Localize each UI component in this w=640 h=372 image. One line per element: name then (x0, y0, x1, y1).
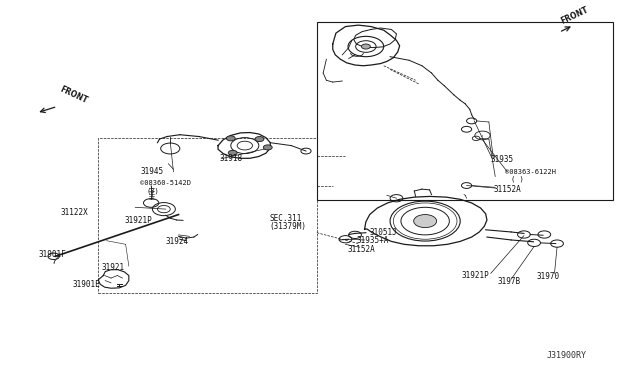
Text: FRONT: FRONT (59, 85, 89, 106)
Circle shape (413, 215, 436, 228)
Circle shape (228, 150, 237, 155)
Text: 31122X: 31122X (60, 208, 88, 217)
Text: 31924: 31924 (166, 237, 189, 246)
Text: 31935: 31935 (491, 155, 514, 164)
Text: J31900RY: J31900RY (547, 352, 587, 360)
Text: (31379M): (31379M) (269, 222, 306, 231)
Circle shape (255, 137, 264, 142)
Text: 3197B: 3197B (498, 277, 521, 286)
Text: (3): (3) (146, 187, 159, 194)
Text: 31051J: 31051J (370, 228, 397, 237)
Circle shape (263, 145, 272, 150)
Text: 31935+A: 31935+A (356, 236, 388, 245)
Text: 31152A: 31152A (493, 185, 521, 194)
Text: 31921P: 31921P (461, 271, 489, 280)
Circle shape (227, 136, 236, 141)
Text: 31921P: 31921P (124, 216, 152, 225)
Text: FRONT: FRONT (559, 5, 589, 26)
Text: 31901E: 31901E (73, 280, 100, 289)
Text: 31945: 31945 (140, 167, 163, 176)
Bar (317, 22, 613, 200)
Text: 31918: 31918 (220, 154, 243, 163)
Text: 31921: 31921 (101, 263, 125, 272)
Bar (99, 138, 317, 293)
Text: 31970: 31970 (537, 272, 560, 282)
Text: 31152A: 31152A (348, 244, 375, 254)
Text: ®08363-6122H: ®08363-6122H (505, 169, 556, 175)
Text: ©08360-5142D: ©08360-5142D (140, 180, 191, 186)
Text: SEC.311: SEC.311 (269, 214, 301, 224)
Text: 31901F: 31901F (38, 250, 66, 259)
Circle shape (362, 44, 371, 49)
Text: ( ): ( ) (511, 175, 524, 182)
